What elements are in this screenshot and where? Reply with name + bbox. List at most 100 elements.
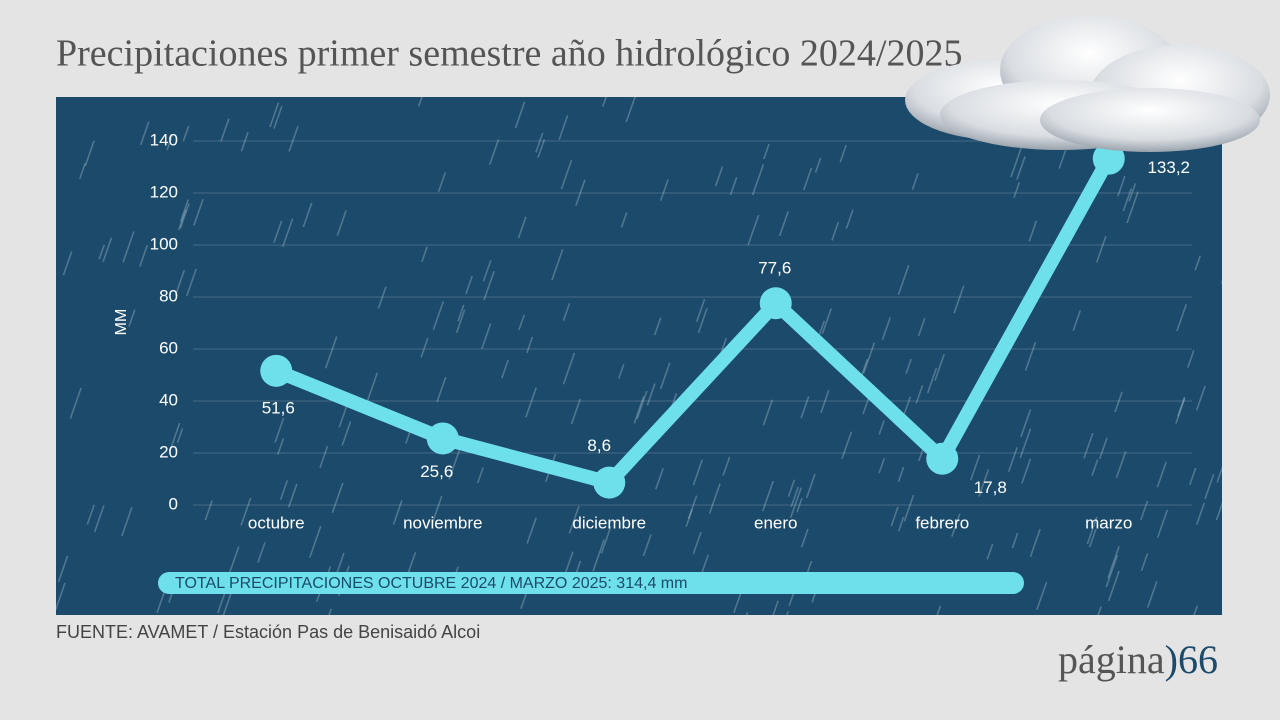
rain-streak: [69, 387, 82, 419]
rain-streak: [841, 431, 853, 460]
rain-streak: [1058, 150, 1067, 169]
rain-streak: [802, 167, 813, 191]
rain-streak: [1176, 303, 1188, 332]
rain-streak: [1072, 310, 1082, 332]
rain-streak: [102, 237, 113, 263]
rain-streak: [1105, 554, 1119, 588]
rain-streak: [276, 438, 285, 456]
rain-streak: [1091, 459, 1099, 476]
rain-streak: [229, 546, 240, 573]
rain-streak: [796, 497, 803, 513]
rain-streak: [240, 497, 252, 526]
y-tick-label: 120: [150, 182, 178, 201]
plot-panel: [56, 97, 1222, 615]
y-tick-label: 20: [159, 442, 178, 461]
rain-streak: [457, 304, 465, 322]
rain-streak: [778, 211, 789, 237]
rain-streak: [592, 539, 605, 572]
rain-streak: [1175, 398, 1186, 424]
data-label: 133,2: [1147, 158, 1190, 177]
plot: 0 20 40 60 80 100 120 140 MM octubre noviembre dici…: [113, 130, 1192, 532]
rain-streak: [890, 506, 899, 527]
rain-streak: [537, 139, 546, 158]
rain-streak: [331, 482, 344, 514]
source: FUENTE: AVAMET / Estación Pas de Benisai…: [56, 622, 480, 642]
rain-streak: [1215, 501, 1222, 521]
rain-streak: [179, 203, 190, 229]
rain-streak: [1122, 188, 1132, 212]
rain-streak: [220, 118, 230, 142]
rain-streak: [1107, 546, 1120, 579]
rain-streak: [488, 139, 500, 166]
x-tick-label: octubre: [248, 513, 305, 532]
rain-streak: [455, 309, 466, 333]
rain-streak: [1097, 606, 1102, 615]
data-point: [593, 466, 626, 499]
rain-streak: [655, 467, 664, 490]
rain-streak: [685, 509, 693, 527]
rain-streak: [618, 363, 625, 379]
rain-streak: [1146, 581, 1158, 608]
rain-streak: [625, 97, 636, 123]
rain-streak: [1007, 447, 1018, 472]
rain-streak: [1088, 528, 1097, 548]
rain-streak: [1095, 235, 1107, 263]
rain-streak: [421, 246, 428, 263]
rain-streak: [1086, 516, 1098, 545]
rain-streak: [831, 221, 840, 241]
rain-streak: [62, 251, 73, 276]
y-tick-label: 80: [159, 286, 178, 305]
rain-streak: [281, 218, 294, 248]
rain-streak: [1013, 182, 1021, 198]
rain-streak: [1021, 458, 1032, 484]
rain-streak: [1098, 437, 1108, 460]
rain-streak: [526, 517, 537, 544]
rain-streak: [915, 384, 924, 404]
y-tick-label: 100: [150, 234, 178, 253]
data-label: 8,6: [587, 436, 611, 455]
rain-streak: [78, 163, 86, 180]
rain-streak: [1126, 191, 1139, 224]
rain-streak: [653, 317, 662, 336]
rain-streak: [535, 132, 544, 153]
rain-streak: [174, 269, 186, 296]
annotation: TOTAL PRECIPITACIONES OCTUBRE 2024 / MAR…: [175, 575, 687, 592]
rain-streak: [1114, 391, 1123, 413]
rain-streak: [1083, 432, 1094, 459]
annotation-pill: [158, 572, 1024, 594]
rain-streak: [560, 159, 573, 190]
rain-streak: [431, 495, 443, 524]
rain-streak: [308, 525, 322, 558]
rain-streak: [56, 582, 66, 611]
y-tick-label: 60: [159, 338, 178, 357]
rain-streak: [182, 125, 190, 142]
rain-streak: [57, 555, 69, 582]
rain-streak: [820, 390, 830, 414]
rain-streak: [448, 448, 461, 480]
data-label: 17,8: [974, 478, 1007, 497]
rain-streak: [646, 383, 656, 406]
data-point: [1092, 142, 1125, 175]
rain-streak: [1156, 509, 1169, 538]
rain-streak: [878, 457, 886, 474]
rain-streak: [697, 308, 708, 334]
rain-streak: [128, 309, 136, 327]
logo-suffix: )66: [1165, 637, 1218, 682]
rain-streak: [692, 531, 702, 555]
y-axis-label: MM: [113, 309, 130, 336]
x-tick-label: marzo: [1085, 513, 1132, 532]
rain-streak: [526, 336, 534, 354]
rain-streak: [139, 121, 150, 146]
rain-streak: [501, 359, 509, 379]
rain-streak: [722, 456, 731, 476]
rain-streak: [169, 422, 181, 451]
rain-streak: [204, 500, 213, 521]
rain-streak: [986, 543, 994, 560]
rain-streak: [465, 275, 473, 294]
rain-streak: [708, 483, 721, 514]
rain-streak: [814, 157, 822, 173]
chart-title: Precipitaciones primer semestre año hidr…: [56, 33, 963, 75]
rain-streak: [570, 398, 582, 425]
